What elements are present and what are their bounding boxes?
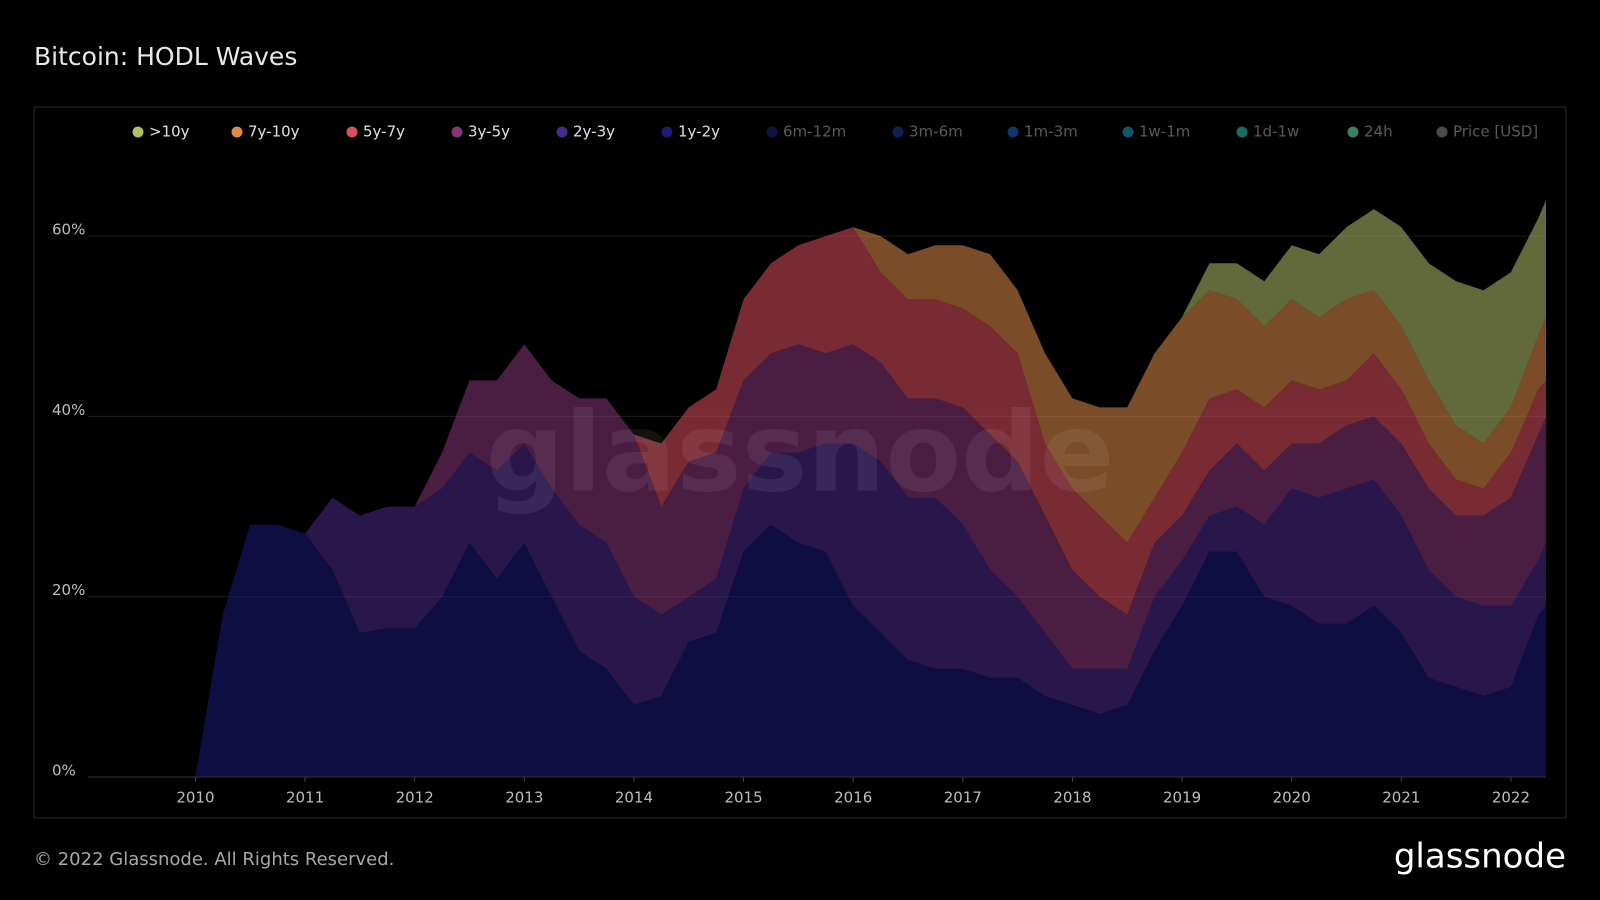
- page-title: Bitcoin: HODL Waves: [34, 42, 297, 71]
- legend-swatch: [766, 126, 778, 138]
- legend-item[interactable]: 7y-10y: [231, 123, 300, 141]
- legend-label: Price [USD]: [1453, 123, 1538, 141]
- legend-label: 2y-3y: [573, 123, 615, 141]
- legend-item[interactable]: 2y-3y: [556, 123, 616, 141]
- copyright: © 2022 Glassnode. All Rights Reserved.: [34, 849, 394, 870]
- legend-swatch: [132, 126, 144, 138]
- legend-swatch: [346, 126, 358, 138]
- legend-swatch: [1007, 126, 1019, 138]
- legend-item[interactable]: 1w-1m: [1122, 123, 1191, 141]
- legend-label: 3y-5y: [468, 123, 510, 141]
- area: [195, 524, 1546, 777]
- legend-swatch: [556, 126, 568, 138]
- legend-label: 7y-10y: [248, 123, 300, 141]
- legend-swatch: [1347, 126, 1359, 138]
- legend-item[interactable]: 1m-3m: [1007, 123, 1078, 141]
- legend-label: 24h: [1364, 123, 1393, 141]
- y-tick-label: 40%: [52, 401, 85, 419]
- area: [195, 443, 1546, 777]
- area: [195, 200, 1546, 778]
- logo: glassnode: [1394, 837, 1566, 877]
- x-tick-label: 2010: [176, 789, 214, 807]
- legend-label: 1m-3m: [1024, 123, 1078, 141]
- legend-item[interactable]: 24h: [1347, 123, 1393, 141]
- y-tick-label: 20%: [52, 581, 85, 599]
- legend-item[interactable]: 3y-5y: [451, 123, 511, 141]
- area: [195, 227, 1546, 778]
- legend-item[interactable]: 6m-12m: [766, 123, 847, 141]
- x-tick-label: 2018: [1053, 789, 1091, 807]
- legend-item[interactable]: 5y-7y: [346, 123, 406, 141]
- legend-label: 5y-7y: [363, 123, 405, 141]
- legend-item[interactable]: Price [USD]: [1436, 123, 1539, 141]
- legend-swatch: [1436, 126, 1448, 138]
- x-tick-label: 2017: [944, 789, 982, 807]
- legend-label: 3m-6m: [909, 123, 963, 141]
- x-tick-label: 2016: [834, 789, 872, 807]
- legend-swatch: [231, 126, 243, 138]
- legend-item[interactable]: >10y: [132, 123, 190, 141]
- legend-item[interactable]: 3m-6m: [892, 123, 963, 141]
- legend-swatch: [451, 126, 463, 138]
- x-tick-label: 2022: [1492, 789, 1530, 807]
- area: [195, 227, 1546, 778]
- legend-item[interactable]: 1d-1w: [1236, 123, 1300, 141]
- legend-label: >10y: [149, 123, 190, 141]
- x-tick-label: 2013: [505, 789, 543, 807]
- chart-frame: [33, 106, 1567, 819]
- x-tick-label: 2021: [1382, 789, 1420, 807]
- legend-label: 1w-1m: [1139, 123, 1190, 141]
- x-tick-label: 2020: [1273, 789, 1311, 807]
- x-tick-label: 2012: [396, 789, 434, 807]
- legend-swatch: [1236, 126, 1248, 138]
- legend-label: 6m-12m: [783, 123, 846, 141]
- watermark: glassnode: [486, 388, 1115, 516]
- x-tick-label: 2019: [1163, 789, 1201, 807]
- legend-swatch: [892, 126, 904, 138]
- legend-label: 1d-1w: [1253, 123, 1299, 141]
- x-tick-label: 2015: [724, 789, 762, 807]
- y-tick-label: 0%: [52, 762, 76, 780]
- legend-label: 1y-2y: [678, 123, 720, 141]
- legend-swatch: [1122, 126, 1134, 138]
- x-tick-label: 2014: [615, 789, 653, 807]
- legend-swatch: [661, 126, 673, 138]
- x-tick-label: 2011: [286, 789, 324, 807]
- area: [195, 344, 1546, 777]
- legend-item[interactable]: 1y-2y: [661, 123, 721, 141]
- y-tick-label: 60%: [52, 221, 85, 239]
